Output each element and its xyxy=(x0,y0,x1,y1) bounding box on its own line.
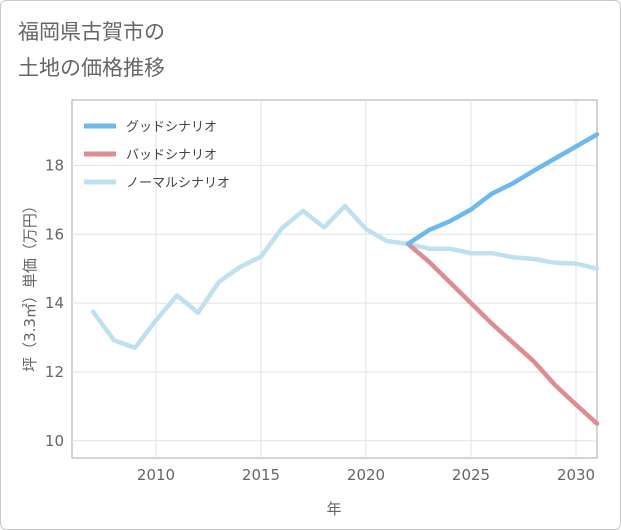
y-tick-label: 12 xyxy=(45,363,64,381)
x-tick-label: 2010 xyxy=(137,466,175,484)
grid-lines xyxy=(72,100,597,458)
chart-title-line1: 福岡県古賀市の xyxy=(18,20,165,44)
legend-label-bad: バッドシナリオ xyxy=(126,148,217,163)
series-line-normal xyxy=(90,203,600,351)
legend-label-normal: ノーマルシナリオ xyxy=(126,176,230,191)
y-tick-label: 14 xyxy=(45,294,64,312)
y-tick-label: 18 xyxy=(45,156,64,174)
series-line-good xyxy=(405,132,600,247)
x-tick-label: 2015 xyxy=(242,466,280,484)
y-axis-label: 坪（3.3㎡）単価（万円） xyxy=(21,198,39,372)
series-lines xyxy=(90,132,600,426)
legend-label-good: グッドシナリオ xyxy=(126,120,217,135)
series-line-bad xyxy=(405,241,600,426)
chart-title-line2: 土地の価格推移 xyxy=(18,56,165,80)
x-tick-label: 2025 xyxy=(452,466,490,484)
x-tick-label: 2030 xyxy=(557,466,595,484)
axis-ticks: 2010 2015 2020 2025 2030 10 12 14 16 18 xyxy=(45,156,595,484)
plot-area xyxy=(71,99,598,459)
x-axis-label: 年 xyxy=(326,500,341,518)
x-tick-label: 2020 xyxy=(347,466,385,484)
y-tick-label: 10 xyxy=(45,432,64,450)
y-tick-label: 16 xyxy=(45,225,64,243)
